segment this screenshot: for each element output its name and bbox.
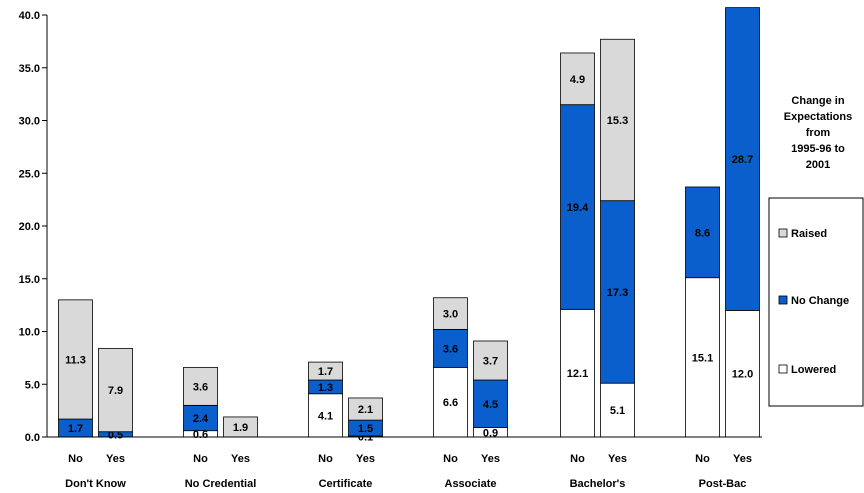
- bar-segment-raised: [600, 38, 635, 202]
- data-label: 12.1: [567, 368, 588, 380]
- x-axis: No Yes Don't Know No Yes No Credential No Yes Ce…: [47, 436, 762, 490]
- x-tick-label: Yes: [356, 453, 375, 465]
- legend-swatch: [778, 295, 788, 305]
- legend-label: Raised: [791, 228, 827, 240]
- data-label: 0.9: [483, 427, 498, 439]
- data-label: 17.3: [607, 287, 628, 299]
- x-tick-label: Yes: [106, 453, 125, 465]
- data-label: 1.9: [233, 422, 248, 434]
- bar-segment-raised: [98, 347, 133, 433]
- data-label: 4.5: [483, 399, 498, 411]
- data-label: 1.7: [318, 366, 333, 378]
- data-label: 1.5: [358, 423, 373, 435]
- bar-segment-raised: [433, 297, 468, 330]
- legend-title: from: [806, 127, 831, 139]
- x-group-label: No Credential: [185, 478, 257, 490]
- y-tick-label: 25.0: [19, 168, 40, 180]
- x-tick-label: No: [193, 453, 208, 465]
- bar-segment-lowered: [433, 366, 468, 438]
- legend-title: 2001: [806, 159, 830, 171]
- legend: Change in Expectations from 1995-96 to 2001 R…: [768, 95, 864, 407]
- data-label: 28.7: [732, 154, 753, 166]
- data-label: 6.6: [443, 397, 458, 409]
- bar-segment-lowered: [308, 393, 343, 438]
- x-group-label: Bachelor's: [570, 478, 626, 490]
- bars: 1.711.30.57.90.62.43.61.94.11.31.70.11.5…: [58, 7, 760, 443]
- legend-title: Change in: [791, 95, 844, 107]
- data-label: 5.1: [610, 405, 625, 417]
- x-group-label: Don't Know: [65, 478, 126, 490]
- y-tick-label: 0.0: [25, 432, 40, 444]
- bar-segment-raised: [560, 52, 595, 106]
- x-tick-label: No: [570, 453, 585, 465]
- bar-segment-no-change: [473, 379, 508, 428]
- data-label: 19.4: [567, 202, 589, 214]
- data-label: 0.5: [108, 429, 123, 441]
- bar-segment-no-change: [725, 7, 760, 311]
- data-label: 8.6: [695, 227, 710, 239]
- y-tick-label: 15.0: [19, 274, 40, 286]
- legend-label: No Change: [791, 295, 849, 307]
- x-tick-label: Yes: [608, 453, 627, 465]
- x-group-label: Associate: [445, 478, 497, 490]
- bar-segment-raised: [58, 299, 93, 420]
- bar-segment-lowered: [685, 277, 720, 438]
- data-label: 1.3: [318, 382, 333, 394]
- x-tick-label: Yes: [733, 453, 752, 465]
- x-tick-label: Yes: [481, 453, 500, 465]
- bar-segment-raised: [473, 340, 508, 381]
- bar-segment-no-change: [183, 404, 218, 432]
- y-tick-label: 40.0: [19, 10, 40, 22]
- y-tick-label: 5.0: [25, 379, 40, 391]
- bar-segment-no-change: [560, 104, 595, 310]
- data-label: 0.6: [193, 429, 208, 441]
- x-tick-label: No: [695, 453, 710, 465]
- bar-segment-raised: [183, 366, 218, 406]
- y-tick-label: 35.0: [19, 63, 40, 75]
- x-group-label: Certificate: [319, 478, 373, 490]
- bar-segment-no-change: [433, 328, 468, 368]
- data-label: 3.6: [193, 381, 208, 393]
- data-label: 3.0: [443, 309, 458, 321]
- data-label: 3.7: [483, 356, 498, 368]
- data-label: 2.4: [193, 413, 209, 425]
- y-tick-label: 20.0: [19, 221, 40, 233]
- data-label: 4.1: [318, 410, 333, 422]
- x-tick-label: Yes: [231, 453, 250, 465]
- data-label: 15.3: [607, 115, 628, 127]
- data-label: 15.1: [692, 352, 713, 364]
- data-label: 12.0: [732, 369, 753, 381]
- data-label: 7.9: [108, 385, 123, 397]
- data-label: 1.7: [68, 423, 83, 435]
- x-tick-label: No: [318, 453, 333, 465]
- legend-swatch: [778, 228, 788, 238]
- bar-segment-raised: [308, 361, 343, 381]
- bar-segment-raised: [348, 397, 383, 421]
- y-tick-label: 30.0: [19, 116, 40, 128]
- y-tick-label: 10.0: [19, 327, 40, 339]
- data-label: 11.3: [65, 354, 86, 366]
- legend-title: Expectations: [784, 111, 852, 123]
- legend-title: 1995-96 to: [791, 143, 845, 155]
- bar-segment-no-change: [685, 186, 720, 279]
- data-label: 2.1: [358, 404, 373, 416]
- bar-segment-lowered: [560, 308, 595, 438]
- data-label: 4.9: [570, 74, 585, 86]
- data-label: 3.6: [443, 343, 458, 355]
- y-axis: 0.0 5.0 10.0 15.0 20.0 25.0 30.0 35.0 40.0: [19, 10, 48, 444]
- x-group-label: Post-Bac: [699, 478, 747, 490]
- legend-swatch: [778, 364, 788, 374]
- legend-label: Lowered: [791, 364, 836, 376]
- x-tick-label: No: [68, 453, 83, 465]
- bar-segment-no-change: [600, 200, 635, 384]
- x-tick-label: No: [443, 453, 458, 465]
